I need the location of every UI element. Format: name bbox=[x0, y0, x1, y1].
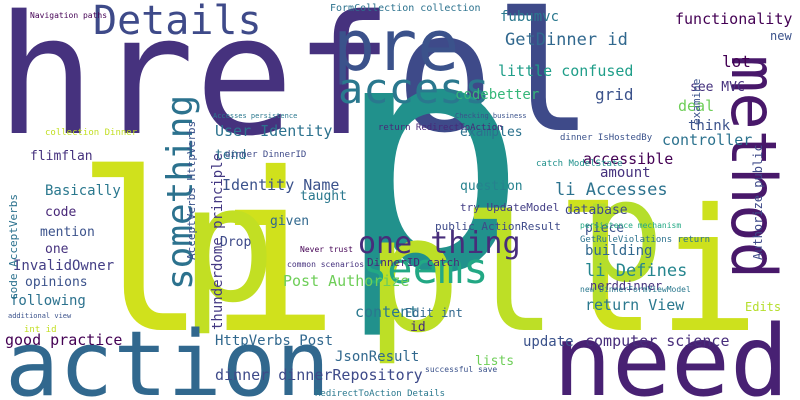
word: one bbox=[45, 242, 69, 257]
word: piece bbox=[585, 221, 624, 236]
word: pl bbox=[365, 181, 558, 368]
word: see MVC bbox=[690, 80, 745, 95]
word: opinions bbox=[25, 275, 88, 290]
word: li bbox=[555, 173, 760, 371]
word: content bbox=[355, 303, 418, 321]
word: examples bbox=[460, 125, 523, 140]
word: Accesses persistence bbox=[213, 112, 297, 120]
word: Drop bbox=[220, 235, 251, 250]
word: Authorize public bbox=[751, 144, 765, 260]
word: database bbox=[565, 203, 628, 218]
word: dinner dinnerRepository bbox=[215, 366, 423, 384]
word: HttpVerbs Post bbox=[215, 333, 333, 349]
word: Details bbox=[93, 0, 262, 44]
word: RedirectToAction Details bbox=[315, 389, 445, 399]
word: li Accesses bbox=[555, 180, 668, 200]
word: id bbox=[410, 320, 426, 335]
word: new DinnerFormViewModel bbox=[580, 285, 691, 294]
word: one thing bbox=[358, 226, 521, 261]
word: examine bbox=[690, 79, 703, 125]
word: new bbox=[770, 29, 792, 43]
word: p bbox=[180, 151, 276, 338]
word: dinner IsHostedBy bbox=[560, 133, 653, 143]
word: catch ModelState bbox=[536, 159, 623, 169]
word: little confused bbox=[498, 62, 633, 80]
word: something bbox=[160, 95, 201, 290]
word: good practice bbox=[5, 331, 122, 349]
word: FormCollection collection bbox=[330, 3, 481, 14]
word: accessible bbox=[583, 150, 673, 168]
word: access bbox=[338, 64, 490, 113]
word: computer science bbox=[585, 332, 730, 350]
word: href bbox=[0, 0, 393, 172]
word: GetDinner id bbox=[505, 30, 628, 50]
word: DinnerID catch bbox=[367, 256, 460, 269]
word: update bbox=[523, 334, 574, 350]
word: lot bbox=[722, 52, 751, 71]
word: return RedirectToAction bbox=[378, 123, 503, 133]
word: grid bbox=[595, 85, 634, 104]
word: Basically bbox=[45, 183, 121, 199]
word: User Identity bbox=[215, 122, 332, 140]
word: JsonResult bbox=[335, 349, 419, 365]
word: controller bbox=[662, 131, 752, 149]
word: fubumvc bbox=[500, 9, 559, 25]
word: ol bbox=[395, 0, 594, 169]
word: Checking business bbox=[455, 112, 527, 120]
word: li bbox=[75, 126, 340, 382]
word: return View bbox=[585, 296, 685, 314]
word: InvalidOwner bbox=[13, 258, 114, 274]
word: Edit int bbox=[405, 306, 463, 320]
word: persistence mechanism bbox=[580, 221, 681, 230]
word: deal bbox=[678, 97, 714, 115]
word: try UpdateModel bbox=[460, 201, 559, 214]
word: mention bbox=[40, 225, 95, 240]
word: pre bbox=[333, 5, 459, 87]
word: thunderdome principle bbox=[210, 153, 226, 330]
word: codebetter bbox=[455, 87, 539, 103]
word: common scenarios bbox=[287, 260, 364, 269]
word: nerddinner bbox=[590, 279, 662, 293]
word: think bbox=[688, 118, 731, 134]
word: method bbox=[717, 55, 790, 279]
word: int id bbox=[24, 325, 57, 335]
word: collection Dinner bbox=[45, 128, 138, 138]
word: seems bbox=[362, 244, 488, 293]
word: code bbox=[45, 205, 76, 220]
word: Post Authorize bbox=[283, 272, 409, 290]
word: given bbox=[270, 214, 309, 229]
word: successful save bbox=[425, 365, 497, 374]
word: p bbox=[335, 0, 528, 344]
word: need bbox=[553, 305, 789, 400]
word: additional view bbox=[8, 312, 72, 320]
word: Navigation paths bbox=[30, 11, 107, 20]
word: dinner DinnerID bbox=[225, 150, 306, 160]
word: Edits bbox=[745, 300, 781, 314]
word: action bbox=[5, 312, 330, 400]
word: flimflan bbox=[30, 149, 93, 164]
word: public ActionResult bbox=[435, 220, 561, 233]
word: following bbox=[10, 293, 86, 309]
word: GetRuleViolations return bbox=[580, 235, 710, 245]
word: code AcceptVerbs bbox=[7, 194, 20, 300]
word: functionality bbox=[675, 10, 792, 28]
word: amount bbox=[600, 165, 651, 181]
word: AcceptVerbs HttpVerbs bbox=[185, 121, 198, 260]
word: question bbox=[460, 179, 523, 194]
word: Identity Name bbox=[222, 176, 339, 194]
word: tend bbox=[215, 148, 246, 163]
word: Never trust bbox=[300, 245, 353, 254]
word: lists bbox=[475, 354, 514, 369]
word: p bbox=[580, 151, 664, 314]
word: taught bbox=[300, 189, 347, 204]
word: li Defines bbox=[585, 261, 687, 281]
word: building bbox=[585, 243, 652, 259]
